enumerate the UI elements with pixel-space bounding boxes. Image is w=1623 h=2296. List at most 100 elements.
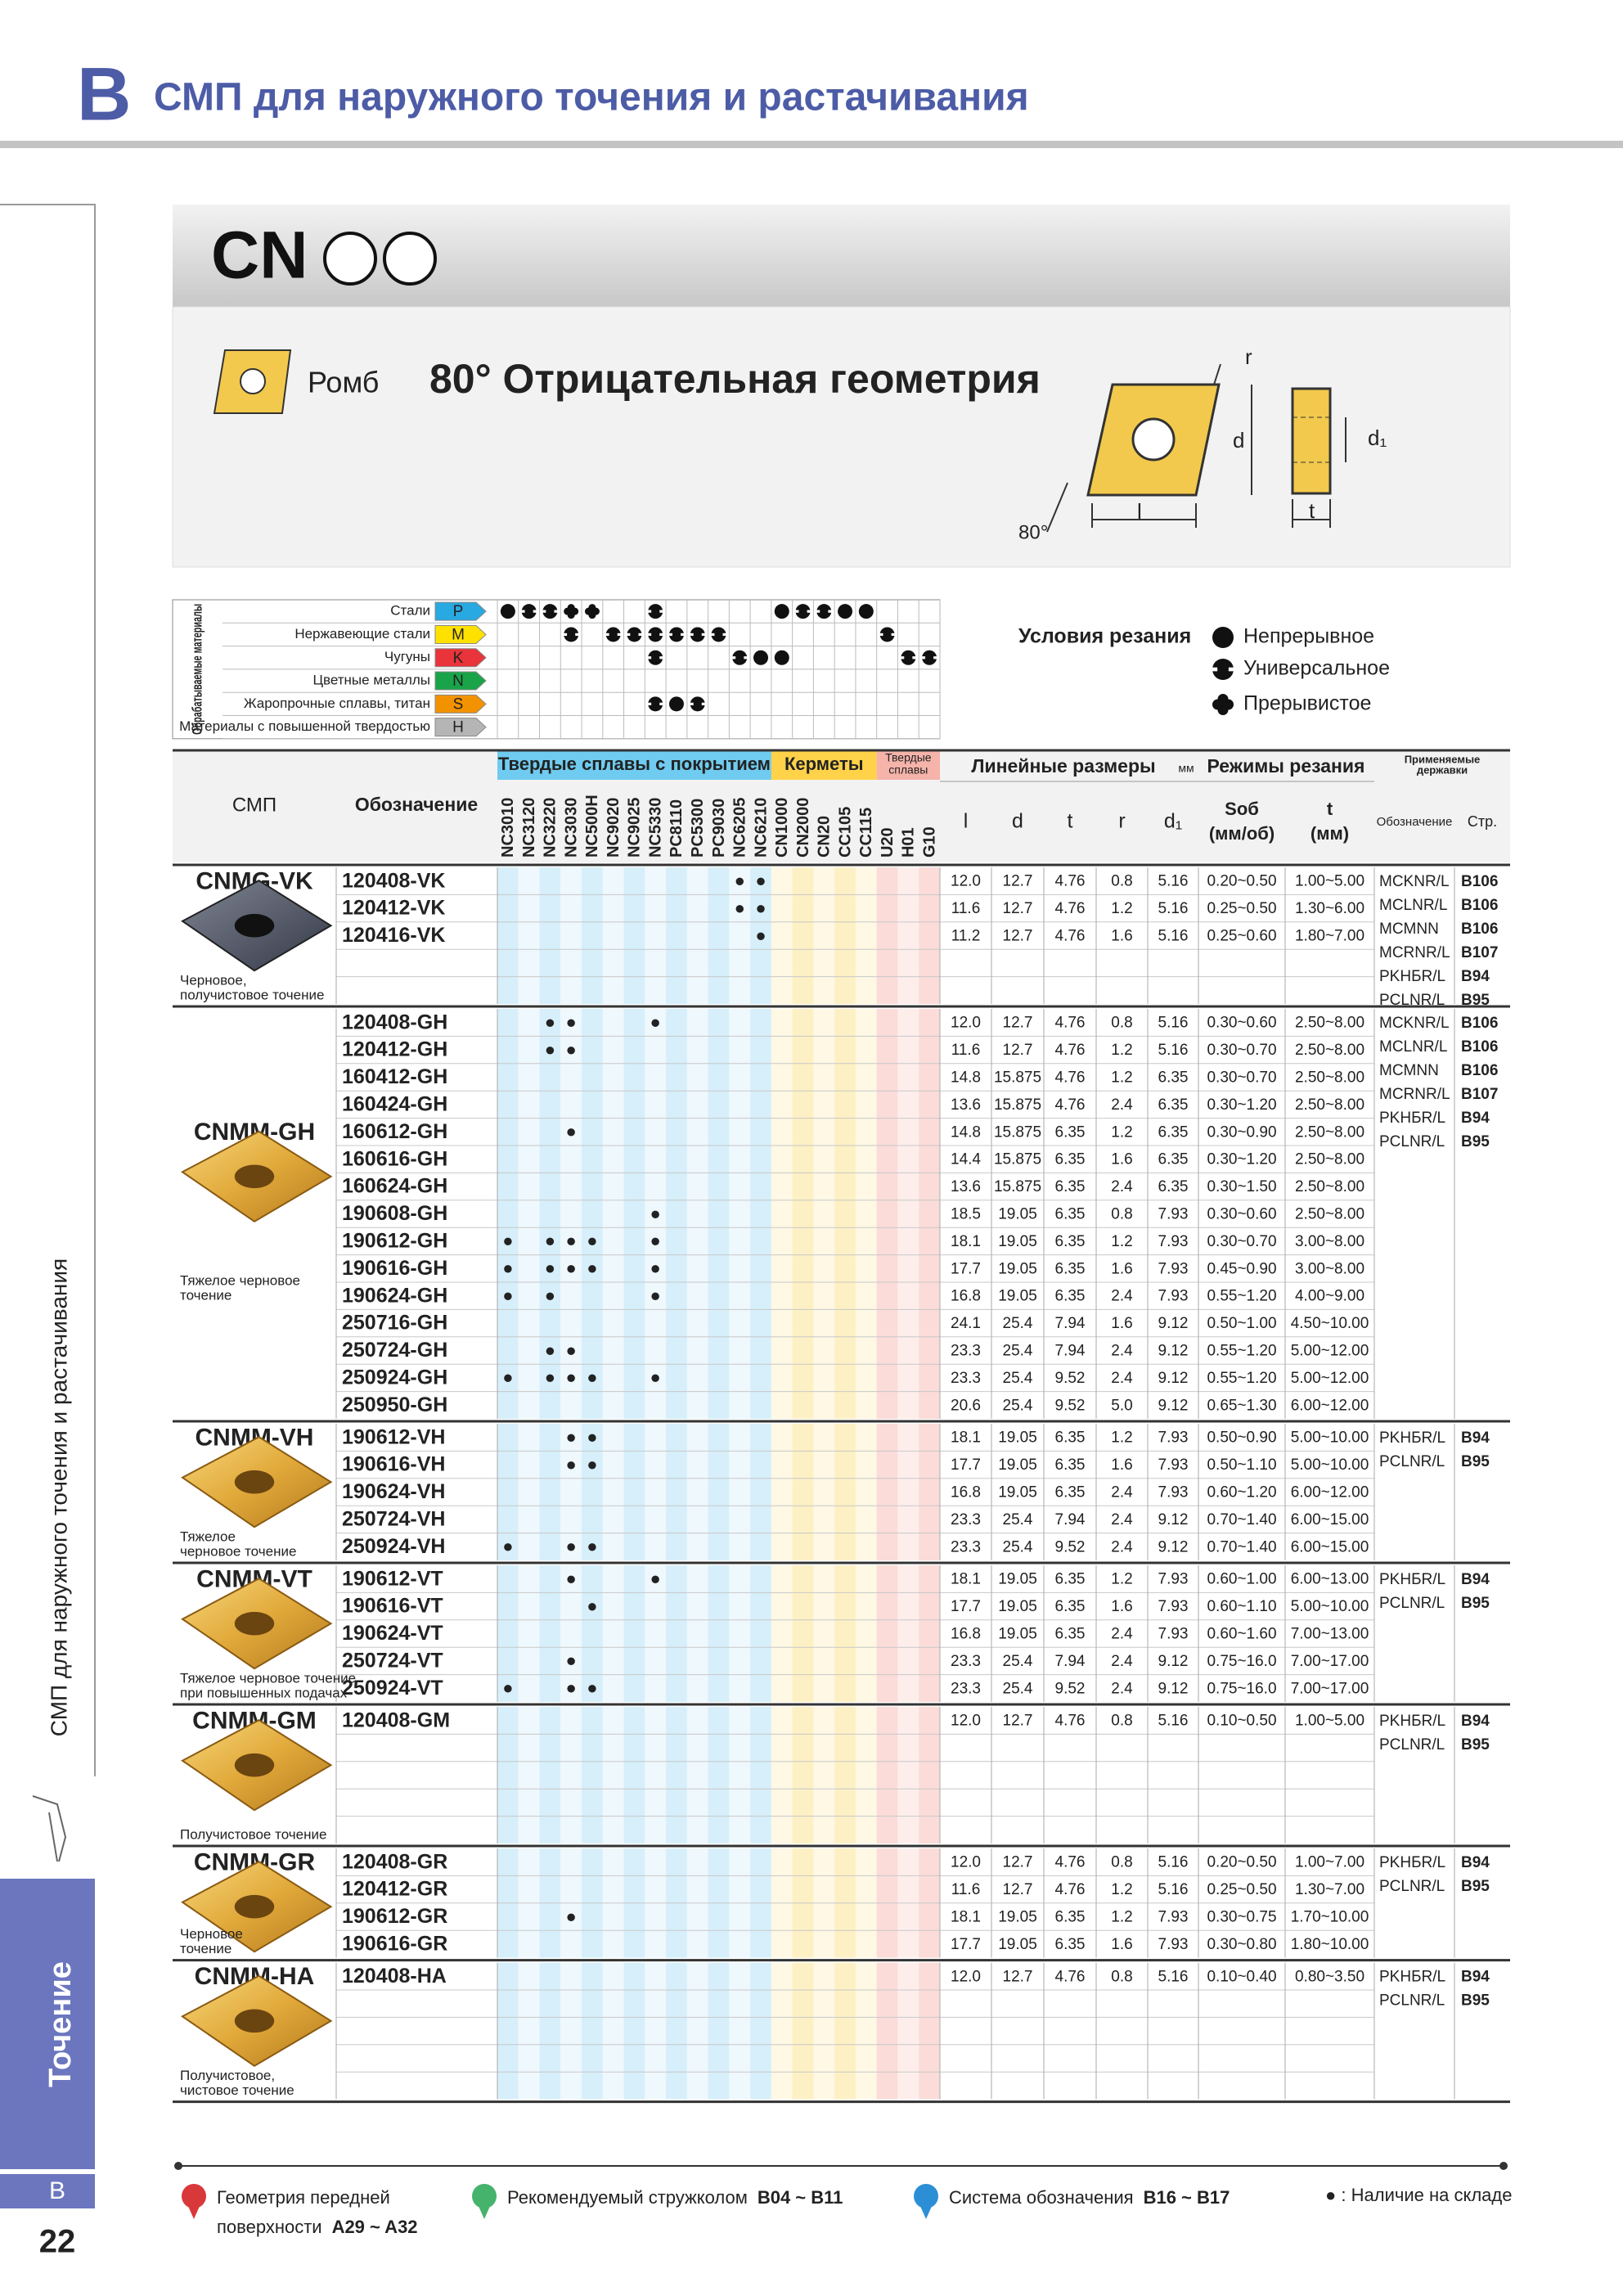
icon-universal-notch: [533, 610, 537, 613]
designation: 120412-GR: [342, 1878, 447, 1901]
depth: 1.00~7.00: [1295, 1854, 1364, 1871]
grade-stripe: [792, 1424, 814, 1560]
dimension: 7.93: [1158, 1484, 1189, 1501]
material-code: K: [453, 650, 464, 667]
footer-link-text: Геометрия передней: [217, 2187, 390, 2208]
dimension: 2.4: [1111, 1096, 1133, 1114]
icon-universal: [668, 627, 684, 642]
grade-stripe: [602, 1962, 624, 2100]
dimension: 5.16: [1158, 900, 1189, 917]
grade-name: CN20: [816, 816, 834, 858]
dimension: 6.35: [1055, 1123, 1086, 1141]
designation: 190612-VH: [342, 1425, 445, 1448]
icon-universal: [690, 627, 705, 642]
dimension: 23.3: [951, 1343, 981, 1360]
feed: 0.30~0.70: [1207, 1233, 1276, 1250]
holder-page: B106: [1461, 897, 1498, 914]
dimension: 7.94: [1055, 1653, 1086, 1670]
holder-code: PKHБR/L: [1379, 1571, 1445, 1588]
grade-stripe: [518, 1707, 540, 1844]
insert-caption: Получистовое точение: [180, 1826, 326, 1842]
depth: 1.30~7.00: [1295, 1881, 1364, 1898]
designation: 190616-GR: [342, 1933, 447, 1956]
dimension: 17.7: [951, 1260, 981, 1277]
page-title: СМП для наружного точения и растачивания: [154, 76, 1029, 119]
dimension: 18.1: [951, 1429, 981, 1447]
stock-mark: ●: [566, 1906, 577, 1926]
stock-mark: ●: [545, 1039, 555, 1060]
grade-stripe: [708, 1009, 730, 1419]
dimension: 16.8: [951, 1288, 981, 1305]
dimension: 23.3: [951, 1680, 981, 1697]
holder-page: B106: [1461, 1062, 1498, 1079]
grade-stripe: [876, 1707, 898, 1844]
feed: 0.70~1.40: [1207, 1538, 1276, 1555]
dimension: 18.1: [951, 1233, 981, 1250]
designation: 190608-GH: [342, 1202, 447, 1225]
insert-hole: [234, 1753, 275, 1777]
icon-universal: [605, 627, 621, 642]
stock-mark: ●: [545, 1339, 555, 1360]
designation: 160612-GH: [342, 1120, 447, 1143]
footer-link-text: Рекомендуемый стружколом: [507, 2187, 748, 2208]
grade-stripe: [602, 1565, 624, 1702]
head-holders: Применяемые: [1405, 753, 1481, 765]
grade-name: NC3030: [562, 798, 580, 858]
holder-page: B95: [1461, 1453, 1490, 1470]
grade-name: PC9030: [710, 799, 728, 858]
dimension: 7.94: [1055, 1511, 1086, 1528]
stock-mark: ●: [587, 1677, 597, 1698]
stock-mark: ●: [566, 1569, 577, 1589]
dimension: 12.7: [1003, 1854, 1033, 1871]
grade-stripe: [813, 1565, 835, 1702]
condition-label: Универсальное: [1243, 657, 1390, 680]
icon-universal: [711, 627, 726, 642]
holder-code: PKHБR/L: [1379, 1854, 1445, 1871]
stock-mark: ●: [650, 1012, 661, 1033]
insert-caption: Черновое: [180, 1926, 243, 1942]
grade-stripe: [560, 1962, 582, 2100]
dimension: 25.4: [1003, 1315, 1033, 1332]
grade-stripe: [750, 1962, 771, 2100]
grade-stripe: [897, 1009, 919, 1419]
feed: 0.30~1.20: [1207, 1096, 1276, 1114]
depth: 5.00~10.00: [1291, 1429, 1369, 1447]
dimension: 19.05: [998, 1456, 1037, 1474]
icon-universal-notch: [744, 656, 749, 660]
stock-mark: ●: [650, 1285, 661, 1306]
dimension: 2.4: [1111, 1370, 1133, 1387]
stock-mark: ●: [502, 1367, 513, 1388]
feed: 0.20~0.50: [1207, 873, 1276, 890]
grade-stripe: [497, 867, 519, 1004]
stock-mark: ●: [650, 1258, 661, 1278]
head-depth: (мм): [1311, 823, 1349, 844]
dimension: 19.05: [998, 1571, 1037, 1588]
dimension: 13.6: [951, 1096, 981, 1114]
dimension: 12.7: [1003, 1968, 1033, 1985]
head-unit: мм: [1178, 762, 1194, 775]
depth: 1.30~6.00: [1295, 900, 1364, 917]
dimension: 6.35: [1055, 1456, 1086, 1474]
dimension: 12.7: [1003, 1042, 1033, 1059]
dimension: 12.0: [951, 873, 981, 890]
icon-universal-notch: [542, 610, 546, 613]
stock-mark: ●: [587, 1427, 597, 1447]
material-code: N: [452, 673, 464, 690]
dimension: 15.875: [994, 1178, 1041, 1195]
dimension: 12.7: [1003, 1881, 1033, 1898]
grade-stripe: [666, 1565, 687, 1702]
stock-note: ● : Наличие на складе: [1325, 2185, 1513, 2205]
icon-universal: [648, 604, 663, 619]
holder-code: MCRNR/L: [1379, 1086, 1450, 1103]
icon-universal: [648, 650, 663, 665]
dimension: 12.0: [951, 1713, 981, 1730]
material-badge: [434, 671, 487, 691]
uncoated-heading: сплавы: [888, 763, 928, 777]
stock-mark: ●: [566, 1367, 577, 1388]
feed: 0.60~1.10: [1207, 1598, 1276, 1615]
head-dim: t: [1068, 810, 1073, 833]
designation: 120412-VK: [342, 897, 445, 920]
insert-caption: получистовое точение: [180, 987, 324, 1002]
holder-page: B106: [1461, 921, 1498, 938]
holder-code: PCLNR/L: [1379, 1453, 1445, 1470]
